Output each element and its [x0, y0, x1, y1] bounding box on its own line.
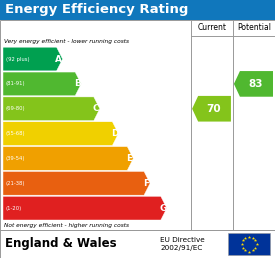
Polygon shape	[3, 147, 133, 170]
Text: C: C	[92, 104, 99, 113]
Text: E: E	[126, 154, 132, 163]
Text: Very energy efficient - lower running costs: Very energy efficient - lower running co…	[4, 38, 129, 44]
Polygon shape	[3, 196, 167, 220]
Text: (1-20): (1-20)	[6, 206, 22, 211]
Polygon shape	[3, 122, 119, 146]
Text: Current: Current	[197, 23, 227, 33]
Text: 83: 83	[248, 79, 263, 89]
Text: (55-68): (55-68)	[6, 131, 26, 136]
Polygon shape	[3, 172, 150, 195]
Text: England & Wales: England & Wales	[5, 238, 117, 251]
Polygon shape	[234, 71, 273, 97]
Polygon shape	[192, 96, 231, 122]
Text: A: A	[55, 54, 62, 63]
Text: B: B	[74, 79, 81, 88]
Bar	[228, 233, 270, 255]
Polygon shape	[3, 72, 81, 96]
Text: Not energy efficient - higher running costs: Not energy efficient - higher running co…	[4, 222, 129, 228]
Bar	[0, 230, 275, 258]
Bar	[0, 0, 275, 20]
Bar	[0, 20, 275, 230]
Text: (81-91): (81-91)	[6, 81, 26, 86]
Text: G: G	[159, 204, 166, 213]
Text: 70: 70	[206, 104, 221, 114]
Text: Energy Efficiency Rating: Energy Efficiency Rating	[5, 4, 188, 17]
Polygon shape	[3, 97, 100, 120]
Text: (69-80): (69-80)	[6, 106, 26, 111]
Polygon shape	[3, 47, 62, 71]
Text: Potential: Potential	[237, 23, 271, 33]
Text: D: D	[111, 129, 118, 138]
Text: (92 plus): (92 plus)	[6, 57, 30, 61]
Text: (21-38): (21-38)	[6, 181, 26, 186]
Text: (39-54): (39-54)	[6, 156, 26, 161]
Text: F: F	[143, 179, 149, 188]
Text: EU Directive
2002/91/EC: EU Directive 2002/91/EC	[160, 237, 205, 251]
